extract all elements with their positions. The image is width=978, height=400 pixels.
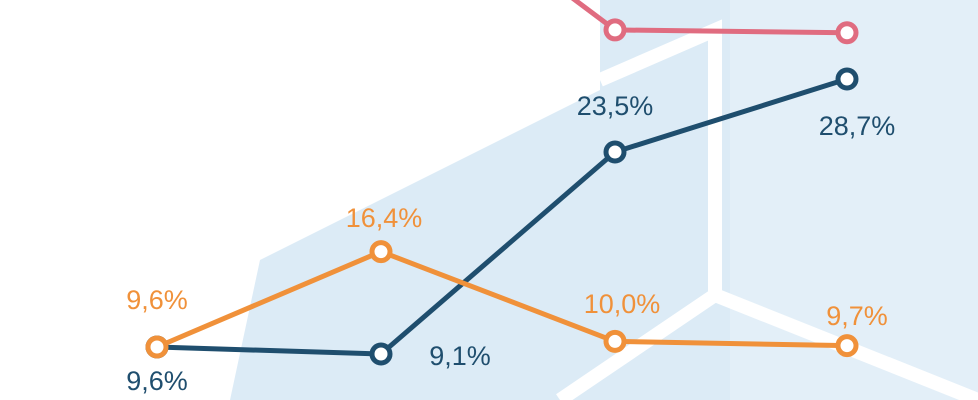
series-line [156, 249, 848, 350]
data-point [145, 335, 169, 359]
data-label: 9,6% [126, 366, 188, 396]
data-point [603, 329, 627, 353]
data-label: 9,7% [826, 301, 888, 331]
data-label: 28,7% [819, 111, 896, 141]
data-point [369, 342, 393, 366]
data-point [369, 240, 393, 264]
data-label: 10,0% [584, 289, 661, 319]
series-line [156, 76, 848, 357]
data-label: 16,4% [346, 203, 423, 233]
data-label: 9,1% [429, 341, 491, 371]
data-point [603, 140, 627, 164]
data-point [835, 67, 859, 91]
data-label: 23,5% [577, 91, 654, 121]
data-point [835, 21, 859, 45]
data-point [835, 334, 859, 358]
data-label: 9,6% [126, 285, 188, 315]
data-point [603, 18, 627, 42]
